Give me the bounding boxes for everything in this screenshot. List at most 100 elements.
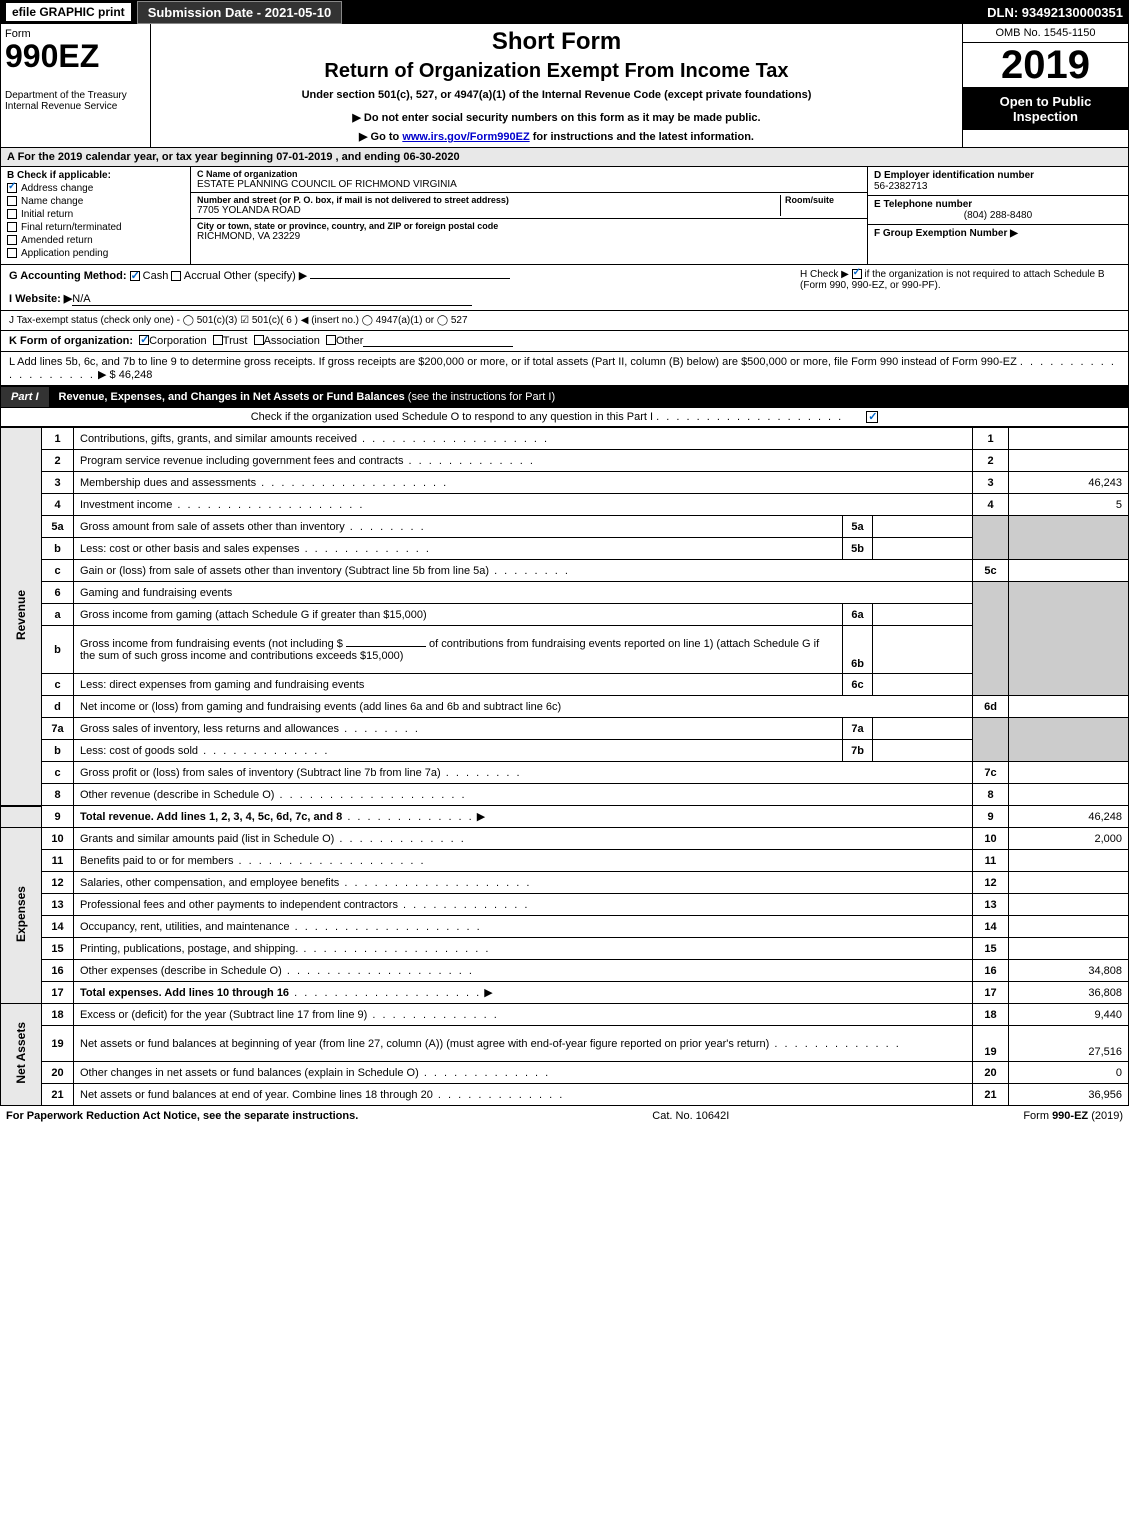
label-amended-return: Amended return: [21, 235, 93, 246]
netassets-section-label: Net Assets: [1, 1004, 42, 1106]
label-other-method: Other (specify) ▶: [224, 270, 308, 282]
line-5b-subamt: [873, 538, 973, 560]
line-15-amt: [1009, 938, 1129, 960]
ein-label: D Employer identification number: [874, 170, 1122, 181]
line-7a-num: 7a: [42, 718, 74, 740]
line-4-ref: 4: [973, 494, 1009, 516]
line-5a-subamt: [873, 516, 973, 538]
line-1-num: 1: [42, 428, 74, 450]
line-2-desc: Program service revenue including govern…: [80, 455, 403, 467]
line-7b-subamt: [873, 740, 973, 762]
footer-form-year: (2019): [1088, 1110, 1123, 1122]
accounting-method-label: G Accounting Method:: [9, 270, 127, 282]
label-initial-return: Initial return: [21, 209, 73, 220]
line-10-desc: Grants and similar amounts paid (list in…: [80, 833, 334, 845]
line-5a-sub: 5a: [843, 516, 873, 538]
line-8-num: 8: [42, 784, 74, 806]
department-label: Department of the Treasury: [5, 90, 146, 101]
line-17-amt: 36,808: [1009, 982, 1129, 1004]
org-info-section: B Check if applicable: Address change Na…: [0, 167, 1129, 265]
line-19-amt: 27,516: [1009, 1026, 1129, 1062]
group-exemption-label: F Group Exemption Number ▶: [874, 228, 1122, 239]
checkbox-initial-return[interactable]: [7, 209, 17, 219]
website-value: N/A: [72, 293, 472, 306]
line-3-desc: Membership dues and assessments: [80, 477, 256, 489]
label-cash: Cash: [143, 270, 169, 282]
checkbox-trust[interactable]: [213, 335, 223, 345]
section-subtitle: Under section 501(c), 527, or 4947(a)(1)…: [159, 89, 954, 101]
irs-link[interactable]: www.irs.gov/Form990EZ: [402, 131, 529, 143]
website-label: I Website: ▶: [9, 293, 72, 305]
line-2-amt: [1009, 450, 1129, 472]
irs-label: Internal Revenue Service: [5, 101, 146, 112]
checkbox-cash[interactable]: [130, 271, 140, 281]
line-3-amt: 46,243: [1009, 472, 1129, 494]
revenue-section-label: Revenue: [1, 428, 42, 806]
checkbox-amended-return[interactable]: [7, 235, 17, 245]
part-i-title: Revenue, Expenses, and Changes in Net As…: [59, 391, 405, 403]
line-6d-desc: Net income or (loss) from gaming and fun…: [74, 696, 973, 718]
line-2-ref: 2: [973, 450, 1009, 472]
line-13-desc: Professional fees and other payments to …: [80, 899, 398, 911]
checkbox-schedule-o[interactable]: [866, 411, 878, 423]
line-15-num: 15: [42, 938, 74, 960]
phone-value: (804) 288-8480: [874, 210, 1122, 221]
checkbox-schedule-b[interactable]: [852, 269, 862, 279]
checkbox-application-pending[interactable]: [7, 248, 17, 258]
line-19-desc: Net assets or fund balances at beginning…: [80, 1038, 769, 1050]
line-9-num: 9: [42, 806, 74, 828]
line-6a-num: a: [42, 604, 74, 626]
line-11-ref: 11: [973, 850, 1009, 872]
part-i-paren: (see the instructions for Part I): [408, 391, 555, 403]
checkbox-association[interactable]: [254, 335, 264, 345]
efile-print-label[interactable]: efile GRAPHIC print: [6, 3, 131, 21]
checkbox-corporation[interactable]: [139, 335, 149, 345]
checkbox-name-change[interactable]: [7, 196, 17, 206]
tax-year: 2019: [963, 43, 1128, 88]
h-check-label: H Check ▶: [800, 269, 849, 280]
checkbox-final-return[interactable]: [7, 222, 17, 232]
line-19-num: 19: [42, 1026, 74, 1062]
line-17-desc: Total expenses. Add lines 10 through 16: [80, 987, 289, 999]
line-6c-desc: Less: direct expenses from gaming and fu…: [80, 679, 364, 691]
line-5c-num: c: [42, 560, 74, 582]
line-21-desc: Net assets or fund balances at end of ye…: [80, 1089, 433, 1101]
g-i-section: G Accounting Method: Cash Accrual Other …: [0, 265, 1129, 311]
line-8-amt: [1009, 784, 1129, 806]
line-20-ref: 20: [973, 1062, 1009, 1084]
line-1-amt: [1009, 428, 1129, 450]
checkbox-accrual[interactable]: [171, 271, 181, 281]
line-6c-subamt: [873, 674, 973, 696]
line-4-num: 4: [42, 494, 74, 516]
h-text2: if the organization is not required to a…: [864, 269, 1104, 280]
line-13-num: 13: [42, 894, 74, 916]
line-5a-num: 5a: [42, 516, 74, 538]
line-5c-ref: 5c: [973, 560, 1009, 582]
line-7c-ref: 7c: [973, 762, 1009, 784]
expenses-section-label: Expenses: [1, 828, 42, 1004]
paperwork-notice: For Paperwork Reduction Act Notice, see …: [6, 1110, 358, 1122]
h-text3: (Form 990, 990-EZ, or 990-PF).: [800, 280, 941, 291]
line-16-num: 16: [42, 960, 74, 982]
line-6d-num: d: [42, 696, 74, 718]
label-application-pending: Application pending: [21, 248, 108, 259]
org-name-value: ESTATE PLANNING COUNCIL OF RICHMOND VIRG…: [197, 179, 861, 190]
org-name-label: C Name of organization: [197, 169, 861, 179]
omb-number: OMB No. 1545-1150: [963, 24, 1128, 43]
line-14-ref: 14: [973, 916, 1009, 938]
line-16-desc: Other expenses (describe in Schedule O): [80, 965, 282, 977]
line-19-ref: 19: [973, 1026, 1009, 1062]
l-text: L Add lines 5b, 6c, and 7b to line 9 to …: [9, 356, 1017, 368]
line-21-ref: 21: [973, 1084, 1009, 1106]
line-14-desc: Occupancy, rent, utilities, and maintena…: [80, 921, 290, 933]
checkbox-other-org[interactable]: [326, 335, 336, 345]
line-7a-sub: 7a: [843, 718, 873, 740]
instructions-link-row: ▶ Go to www.irs.gov/Form990EZ for instru…: [159, 130, 954, 143]
line-6a-desc: Gross income from gaming (attach Schedul…: [74, 604, 843, 626]
line-14-amt: [1009, 916, 1129, 938]
line-17-num: 17: [42, 982, 74, 1004]
checkbox-address-change[interactable]: [7, 183, 17, 193]
line-11-desc: Benefits paid to or for members: [80, 855, 233, 867]
l-amount: 46,248: [119, 369, 153, 381]
h-section: H Check ▶ if the organization is not req…: [800, 269, 1120, 306]
